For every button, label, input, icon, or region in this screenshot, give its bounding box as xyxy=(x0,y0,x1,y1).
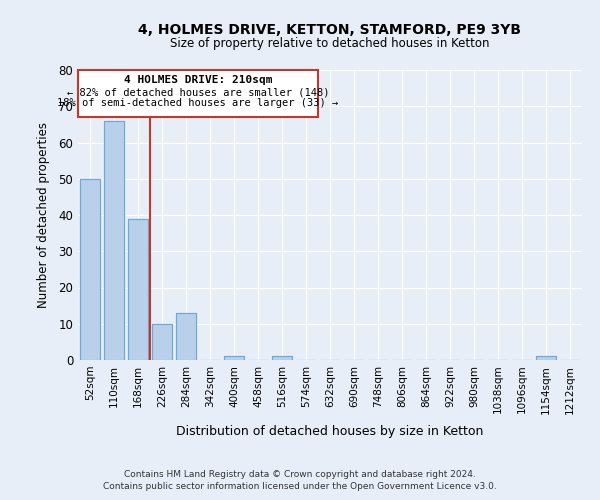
Text: 4 HOLMES DRIVE: 210sqm: 4 HOLMES DRIVE: 210sqm xyxy=(124,76,272,86)
Bar xyxy=(152,324,172,360)
Bar xyxy=(176,313,196,360)
Text: Size of property relative to detached houses in Ketton: Size of property relative to detached ho… xyxy=(170,38,490,51)
Bar xyxy=(128,218,148,360)
Text: Contains public sector information licensed under the Open Government Licence v3: Contains public sector information licen… xyxy=(103,482,497,491)
Text: Contains HM Land Registry data © Crown copyright and database right 2024.: Contains HM Land Registry data © Crown c… xyxy=(124,470,476,479)
Bar xyxy=(272,356,292,360)
Y-axis label: Number of detached properties: Number of detached properties xyxy=(37,122,50,308)
Text: 4, HOLMES DRIVE, KETTON, STAMFORD, PE9 3YB: 4, HOLMES DRIVE, KETTON, STAMFORD, PE9 3… xyxy=(139,22,521,36)
Bar xyxy=(272,356,292,360)
Bar xyxy=(104,120,124,360)
Text: 18% of semi-detached houses are larger (33) →: 18% of semi-detached houses are larger (… xyxy=(58,98,338,108)
Bar xyxy=(128,218,148,360)
X-axis label: Distribution of detached houses by size in Ketton: Distribution of detached houses by size … xyxy=(176,424,484,438)
Bar xyxy=(536,356,556,360)
Bar xyxy=(80,179,100,360)
Bar xyxy=(80,179,100,360)
Bar xyxy=(152,324,172,360)
Bar xyxy=(224,356,244,360)
Text: ← 82% of detached houses are smaller (148): ← 82% of detached houses are smaller (14… xyxy=(67,88,329,98)
Bar xyxy=(104,120,124,360)
Bar xyxy=(176,313,196,360)
Bar xyxy=(536,356,556,360)
FancyBboxPatch shape xyxy=(79,70,317,117)
Bar xyxy=(224,356,244,360)
